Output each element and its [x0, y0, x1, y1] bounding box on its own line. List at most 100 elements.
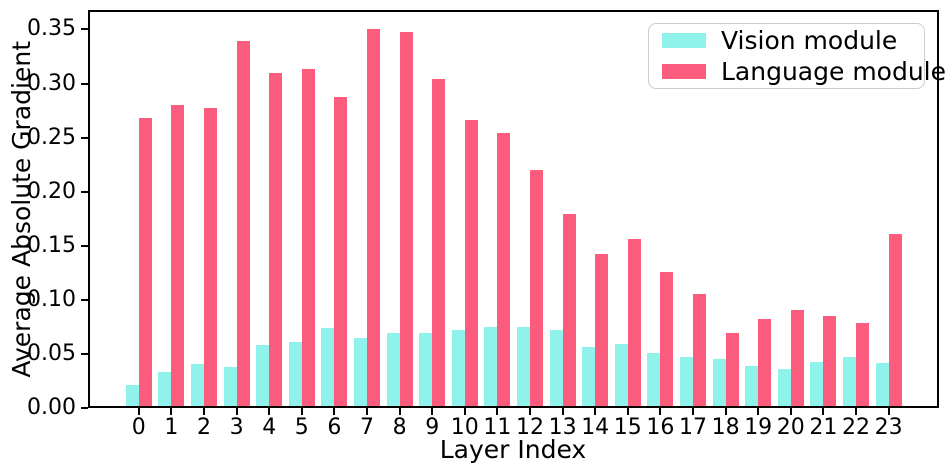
x-tick — [366, 408, 368, 415]
y-tick — [81, 28, 88, 31]
y-tick — [81, 244, 88, 247]
y-tick — [81, 298, 88, 301]
bar-vision-6 — [321, 327, 335, 408]
bar-vision-23 — [875, 362, 889, 408]
x-tick-label: 5 — [294, 415, 309, 440]
y-tick — [81, 190, 88, 193]
y-tick-label: 0.15 — [27, 232, 76, 258]
x-tick — [496, 408, 499, 415]
bar-vision-4 — [256, 345, 270, 408]
bar-language-6 — [334, 96, 348, 408]
bar-vision-2 — [191, 363, 204, 408]
bar-vision-5 — [288, 342, 302, 408]
x-tick-label: 1 — [164, 415, 179, 440]
bar-language-22 — [856, 322, 869, 408]
bar-vision-12 — [517, 326, 530, 408]
bar-vision-22 — [843, 357, 856, 408]
x-tick-label: 15 — [613, 415, 642, 440]
x-tick-label: 12 — [516, 415, 544, 440]
bar-language-0 — [138, 118, 152, 408]
x-tick-label: 3 — [229, 415, 244, 440]
bar-language-15 — [627, 239, 641, 408]
bar-language-2 — [204, 108, 217, 408]
plot-area: 0.00 0.05 0.10 0.15 0.20 0.25 0.30 0.35 0 1 2 3 4 5 6 7… — [27, 10, 939, 439]
bar-vision-10 — [451, 330, 465, 408]
legend-swatch-vision — [662, 33, 706, 48]
bar-language-19 — [758, 319, 772, 408]
x-tick — [203, 408, 205, 415]
bar-vision-17 — [680, 357, 693, 408]
x-tick-label: 10 — [450, 415, 479, 440]
x-tick — [757, 408, 760, 415]
y-tick-label: 0.00 — [27, 395, 76, 420]
x-tick-label: 11 — [483, 415, 512, 440]
bar-language-17 — [693, 294, 706, 408]
bar-language-7 — [367, 29, 380, 408]
bar-language-21 — [823, 316, 837, 408]
bar-language-20 — [790, 309, 804, 408]
bar-language-14 — [595, 254, 609, 408]
bar-vision-15 — [614, 344, 628, 408]
x-tick-label: 22 — [842, 415, 870, 440]
bar-vision-1 — [158, 372, 172, 408]
bar-vision-11 — [484, 326, 498, 408]
x-tick-label: 21 — [809, 415, 838, 440]
x-tick — [887, 408, 890, 415]
x-tick — [822, 408, 825, 415]
x-tick — [561, 408, 564, 415]
legend-swatch-language — [662, 64, 706, 79]
y-tick-label: 0.35 — [27, 16, 76, 42]
x-tick — [789, 408, 792, 415]
x-tick — [659, 408, 662, 415]
bar-vision-13 — [549, 330, 563, 408]
x-axis-label: Layer Index — [439, 435, 587, 464]
bar-language-4 — [269, 72, 283, 408]
x-tick — [463, 408, 466, 415]
x-tick — [333, 408, 336, 415]
x-tick-label: 17 — [679, 415, 707, 440]
x-tick — [855, 408, 857, 415]
x-tick-label: 18 — [711, 415, 740, 440]
x-tick — [594, 408, 597, 415]
bar-language-5 — [301, 69, 315, 408]
x-tick — [300, 408, 303, 415]
x-tick — [626, 408, 629, 415]
x-tick-label: 4 — [262, 415, 277, 440]
bar-vision-8 — [386, 333, 400, 408]
x-tick — [235, 408, 238, 415]
x-tick-label: 19 — [744, 415, 773, 440]
legend-label-vision: Vision module — [721, 26, 898, 55]
x-tick-label: 23 — [874, 415, 903, 440]
y-tick-label: 0.30 — [27, 70, 76, 96]
x-tick-label: 16 — [646, 415, 675, 440]
x-tick-label: 13 — [548, 415, 577, 440]
y-tick-label: 0.10 — [27, 286, 76, 312]
bar-vision-7 — [354, 337, 367, 408]
bar-language-13 — [562, 214, 576, 408]
legend: Vision module Language module — [648, 23, 946, 89]
bar-language-23 — [888, 233, 902, 408]
x-tick — [692, 408, 694, 415]
bar-language-11 — [497, 133, 511, 408]
y-tick-label: 0.20 — [27, 178, 76, 204]
x-tick — [724, 408, 727, 415]
y-tick — [81, 352, 88, 355]
y-tick-label: 0.25 — [27, 124, 76, 150]
bar-vision-3 — [223, 366, 237, 408]
bar-vision-20 — [777, 369, 791, 408]
x-tick — [137, 408, 140, 415]
bar-language-8 — [399, 31, 413, 408]
bar-vision-21 — [810, 361, 824, 408]
bar-vision-16 — [647, 352, 661, 408]
y-tick — [81, 407, 88, 409]
x-tick — [398, 408, 401, 415]
x-tick — [170, 408, 173, 415]
bar-language-1 — [171, 105, 185, 408]
bar-vision-18 — [712, 359, 726, 408]
x-tick-label: 14 — [581, 415, 610, 440]
legend-item-language: Language module — [662, 59, 946, 84]
y-tick — [81, 136, 88, 139]
legend-item-vision: Vision module — [662, 28, 911, 53]
bar-vision-9 — [419, 333, 433, 408]
